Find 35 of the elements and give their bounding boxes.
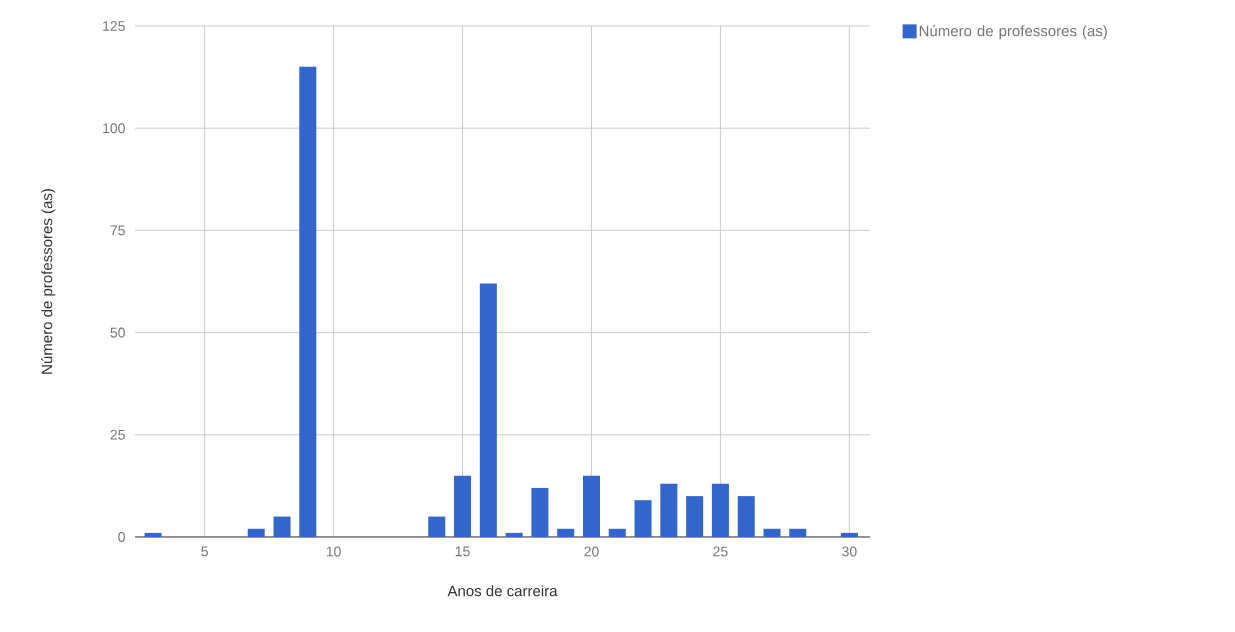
bar	[763, 528, 781, 537]
bar	[479, 283, 497, 537]
bar	[247, 528, 265, 537]
bar	[737, 496, 755, 537]
bar	[531, 487, 549, 537]
legend-label: Número de professores (as)	[919, 25, 1107, 40]
x-tick-label: 10	[326, 546, 341, 557]
bar	[711, 483, 729, 537]
x-tick-label: 5	[201, 546, 208, 557]
bar	[505, 532, 523, 537]
y-tick-label: 25	[110, 429, 125, 440]
y-axis-title: Número de professores (as)	[41, 189, 56, 374]
y-tick-label: 100	[103, 123, 125, 134]
x-tick-label: 25	[713, 546, 728, 557]
bar	[454, 475, 472, 537]
x-tick-label: 15	[455, 546, 470, 557]
bar	[840, 532, 858, 537]
bar	[273, 516, 291, 537]
bar	[686, 496, 704, 537]
y-tick-label: 125	[103, 21, 125, 31]
y-tick-label: 50	[110, 327, 125, 338]
bar	[299, 66, 317, 537]
bar	[789, 528, 807, 537]
y-tick-label: 75	[110, 225, 125, 236]
y-tick-label: 0	[118, 532, 125, 542]
bar	[634, 500, 652, 537]
bar	[144, 532, 162, 537]
bar	[660, 483, 678, 537]
bar	[608, 528, 626, 537]
bar	[557, 528, 575, 537]
bar	[428, 516, 446, 537]
x-tick-label: 20	[584, 546, 599, 557]
bar	[582, 475, 600, 537]
x-tick-label: 30	[842, 546, 857, 557]
x-axis-title: Anos de carreira	[447, 585, 558, 597]
